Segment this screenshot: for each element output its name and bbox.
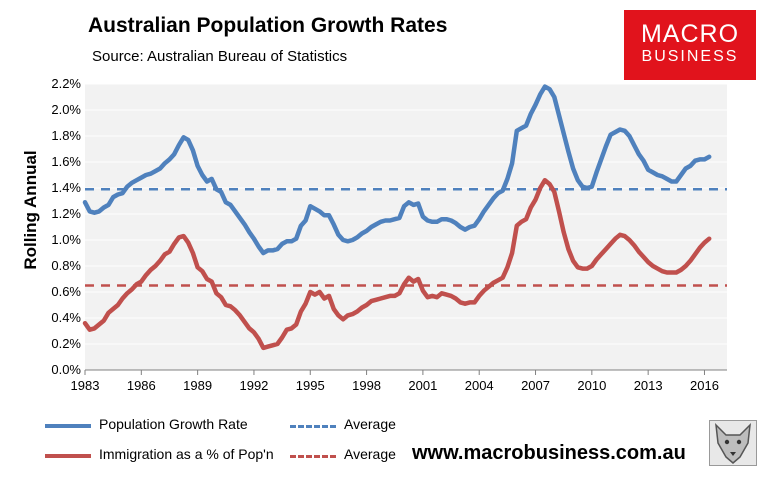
- x-tick-label: 1989: [183, 378, 212, 393]
- y-tick-label: 0.2%: [51, 336, 81, 351]
- plot-area: [85, 84, 727, 370]
- x-tick-label: 1983: [71, 378, 100, 393]
- y-tick-label: 1.2%: [51, 206, 81, 221]
- x-tick-label: 2004: [465, 378, 494, 393]
- x-tick-label: 1998: [352, 378, 381, 393]
- y-tick-label: 1.8%: [51, 128, 81, 143]
- average-lines: [85, 188, 727, 287]
- y-tick-label: 1.6%: [51, 154, 81, 169]
- macrobusiness-logo: MACRO BUSINESS: [624, 10, 756, 80]
- x-tick-label: 2013: [634, 378, 663, 393]
- x-tick-label: 2007: [521, 378, 550, 393]
- y-tick-label: 0.6%: [51, 284, 81, 299]
- population-growth-line: [82, 84, 712, 256]
- y-tick-label: 1.0%: [51, 232, 81, 247]
- website-url: www.macrobusiness.com.au: [412, 442, 686, 464]
- legend-immigration-swatch: [45, 454, 91, 458]
- legend-growth-average-label: Average: [344, 416, 396, 432]
- y-tick-label: 2.2%: [51, 76, 81, 91]
- legend-immigration-average-label: Average: [344, 446, 396, 462]
- legend-growth-swatch: [45, 424, 91, 428]
- chart-source: Source: Australian Bureau of Statistics: [92, 48, 348, 65]
- y-tick-label: 1.4%: [51, 180, 81, 195]
- data-series: [82, 84, 712, 351]
- logo-line-1: MACRO: [640, 20, 740, 48]
- y-tick-label: 0.0%: [51, 362, 81, 377]
- y-tick-label: 0.8%: [51, 258, 81, 273]
- legend-immigration-average-swatch: [290, 455, 336, 458]
- legend-growth-average-swatch: [290, 425, 336, 428]
- x-tick-label: 2016: [690, 378, 719, 393]
- x-tick-label: 1986: [127, 378, 156, 393]
- y-tick-label: 2.0%: [51, 102, 81, 117]
- population-growth-chart: 0.0% 0.2% 0.4% 0.6% 0.8% 1.0% 1.2% 1.4% 1.6% 1.8%…: [21, 76, 727, 393]
- x-tick-label: 1992: [239, 378, 268, 393]
- x-tick-label: 2010: [577, 378, 606, 393]
- legend-growth-label: Population Growth Rate: [99, 416, 248, 432]
- chart-title: Australian Population Growth Rates: [88, 14, 448, 37]
- y-tick-label: 0.4%: [51, 310, 81, 325]
- x-tick-label: 2001: [408, 378, 437, 393]
- wolf-icon: [709, 420, 757, 466]
- legend-immigration-label: Immigration as a % of Pop'n: [99, 446, 274, 462]
- x-axis: 1983 1986 1989 1992 1995 1998 2001 2004 2007 2010…: [71, 369, 727, 393]
- logo-line-2: BUSINESS: [641, 48, 739, 65]
- x-tick-label: 1995: [296, 378, 325, 393]
- y-axis-label: Rolling Annual: [21, 150, 40, 269]
- immigration-line: [82, 177, 712, 351]
